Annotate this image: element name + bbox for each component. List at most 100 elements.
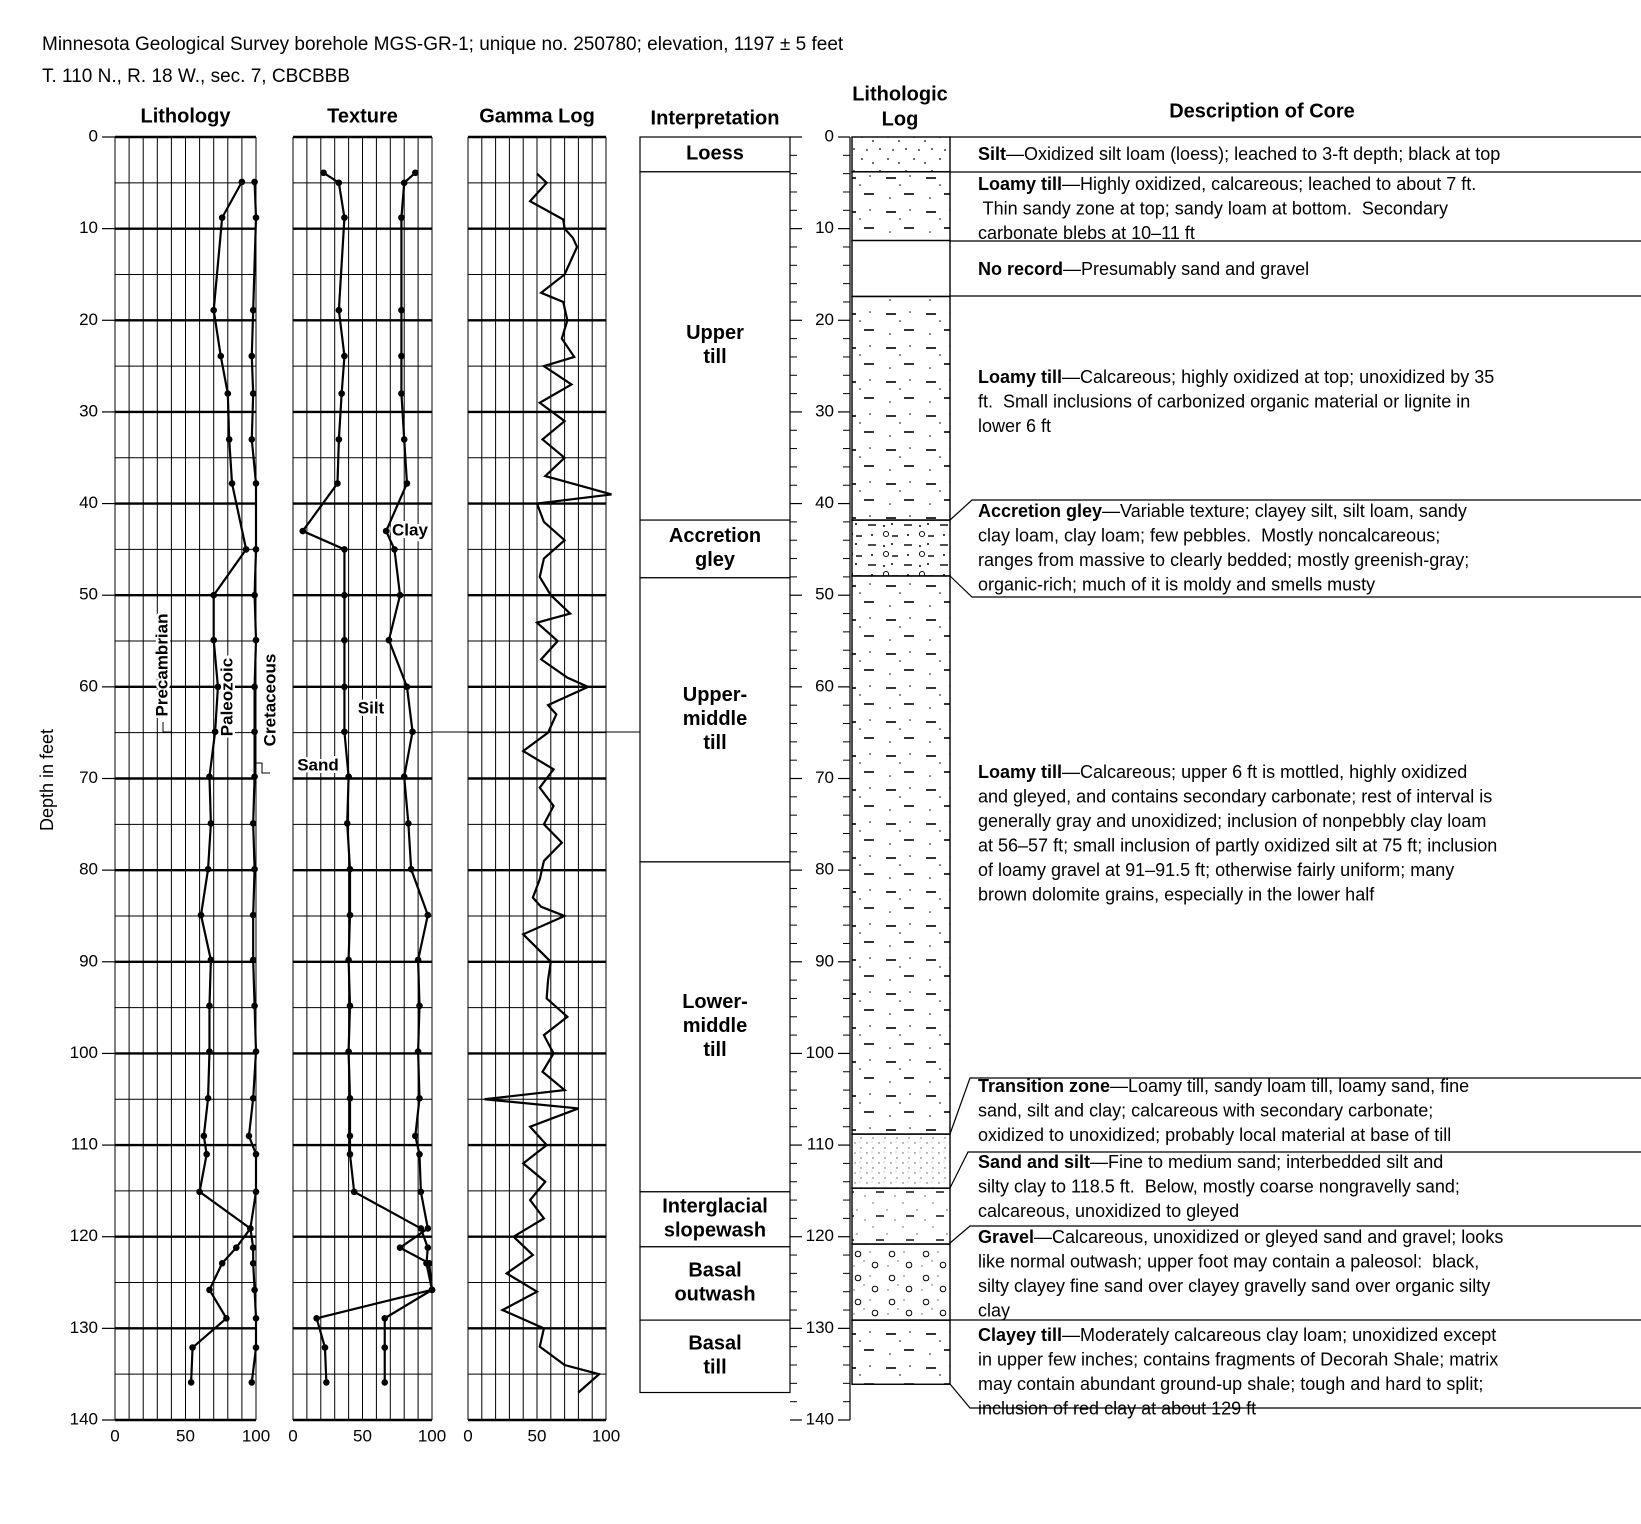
y-tick-label: 0 xyxy=(89,126,98,145)
description-line: ranges from massive to clearly bedded; m… xyxy=(978,550,1469,570)
x-tick-label: 100 xyxy=(242,1426,270,1445)
data-point xyxy=(248,1379,255,1386)
data-point xyxy=(398,353,405,360)
data-point xyxy=(226,436,233,443)
depth-tick-label: 90 xyxy=(815,951,834,970)
header-line: Minnesota Geological Survey borehole MGS… xyxy=(42,34,844,55)
depth-tick-label: 30 xyxy=(815,401,834,420)
annotation: Sand xyxy=(297,755,339,774)
data-point xyxy=(401,773,408,780)
data-point xyxy=(208,820,215,827)
description-text: may contain abundant ground-up shale; to… xyxy=(978,1374,1483,1394)
depth-tick-label: 60 xyxy=(815,676,834,695)
data-point xyxy=(206,1048,213,1055)
depth-tick-label: 110 xyxy=(807,1135,834,1154)
x-tick-label: 50 xyxy=(528,1426,547,1445)
data-point xyxy=(253,1151,260,1158)
column-title: Interpretation xyxy=(651,107,780,129)
data-point xyxy=(404,684,411,691)
lithology-interval xyxy=(852,520,950,576)
data-point xyxy=(225,390,232,397)
description-line: Silt—Oxidized silt loam (loess); leached… xyxy=(978,144,1500,164)
x-tick-label: 100 xyxy=(592,1426,620,1445)
description-text: of loamy gravel at 91–91.5 ft; otherwise… xyxy=(978,860,1454,880)
y-tick-label: 100 xyxy=(70,1043,98,1062)
data-point xyxy=(401,436,408,443)
data-point xyxy=(206,1002,213,1009)
data-point xyxy=(405,820,412,827)
y-tick-label: 130 xyxy=(70,1318,98,1337)
data-point xyxy=(246,1133,253,1140)
annotation: Clay xyxy=(392,520,428,539)
lithology-interval xyxy=(852,137,950,172)
y-tick-label: 30 xyxy=(79,401,98,420)
data-point xyxy=(233,1244,240,1251)
data-line xyxy=(249,182,256,1383)
data-point xyxy=(253,1048,260,1055)
description-text: —Calcareous; upper 6 ft is mottled, high… xyxy=(1062,762,1467,782)
data-point xyxy=(416,1151,423,1158)
description-text: ft. Small inclusions of carbonized organ… xyxy=(978,391,1470,411)
data-point xyxy=(253,480,260,487)
description-line: clay loam, clay loam; few pebbles. Mostl… xyxy=(978,525,1440,545)
data-point xyxy=(253,1344,260,1351)
page: Minnesota Geological Survey borehole MGS… xyxy=(0,0,1641,1519)
y-tick-label: 20 xyxy=(79,310,98,329)
description-line: Loamy till—Calcareous; upper 6 ft is mot… xyxy=(978,762,1467,782)
data-point xyxy=(250,820,257,827)
data-point xyxy=(415,957,422,964)
description-text: like normal outwash; upper foot may cont… xyxy=(978,1251,1479,1271)
data-point xyxy=(219,1260,226,1267)
description-line: organic-rich; much of it is moldy and sm… xyxy=(978,574,1375,594)
data-point xyxy=(347,866,354,873)
description-line: in upper few inches; contains fragments … xyxy=(978,1349,1498,1369)
description-text: silty clay to 118.5 ft. Below, mostly co… xyxy=(978,1176,1460,1196)
depth-tick-label: 140 xyxy=(806,1409,834,1428)
column-title: Description of Core xyxy=(1169,100,1355,122)
lithology-interval xyxy=(852,172,950,241)
data-point xyxy=(253,1189,260,1196)
interpretation-label: Loess xyxy=(686,143,744,165)
y-tick-label: 40 xyxy=(79,493,98,512)
description-text: carbonate blebs at 10–11 ft xyxy=(978,223,1195,243)
y-axis-label: Depth in feet xyxy=(37,729,57,831)
description-text: —Calcareous, unoxidized or gleyed sand a… xyxy=(1034,1227,1503,1247)
data-point xyxy=(251,866,258,873)
description-line: Thin sandy zone at top; sandy loam at bo… xyxy=(978,198,1448,218)
data-point xyxy=(208,957,215,964)
data-point xyxy=(253,637,260,644)
description-name: Silt xyxy=(978,144,1006,164)
data-point xyxy=(398,307,405,314)
y-tick-label: 50 xyxy=(79,585,98,604)
lithology-interval xyxy=(852,1188,950,1244)
description-line: like normal outwash; upper foot may cont… xyxy=(978,1251,1479,1271)
data-point xyxy=(299,528,306,535)
data-point xyxy=(250,912,257,919)
interpretation-label: middle xyxy=(683,1015,747,1037)
lithology-interval xyxy=(852,1134,950,1188)
data-point xyxy=(412,169,419,176)
interpretation-label: gley xyxy=(695,549,736,571)
description-text: and gleyed, and contains secondary carbo… xyxy=(978,786,1492,806)
annotation: Silt xyxy=(358,698,385,717)
description-text: in upper few inches; contains fragments … xyxy=(978,1349,1498,1369)
annotation: Precambrian xyxy=(152,614,171,717)
description-line: clay xyxy=(978,1300,1010,1320)
leader-line xyxy=(256,763,270,773)
description-text: clay xyxy=(978,1300,1010,1320)
depth-tick-label: 50 xyxy=(815,585,834,604)
data-point xyxy=(210,592,217,599)
interpretation-label: till xyxy=(703,346,726,368)
interpretation-label: till xyxy=(703,732,726,754)
description-name: Loamy till xyxy=(978,367,1062,387)
data-point xyxy=(383,528,390,535)
data-point xyxy=(341,637,348,644)
description-line: silty clayey fine sand over clayey grave… xyxy=(978,1276,1490,1296)
data-point xyxy=(409,728,416,735)
data-point xyxy=(250,1244,257,1251)
data-point xyxy=(320,169,327,176)
depth-tick-label: 70 xyxy=(815,768,834,787)
data-point xyxy=(347,1133,354,1140)
description-line: Gravel—Calcareous, unoxidized or gleyed … xyxy=(978,1227,1503,1247)
annotation: Paleozoic xyxy=(217,658,236,736)
